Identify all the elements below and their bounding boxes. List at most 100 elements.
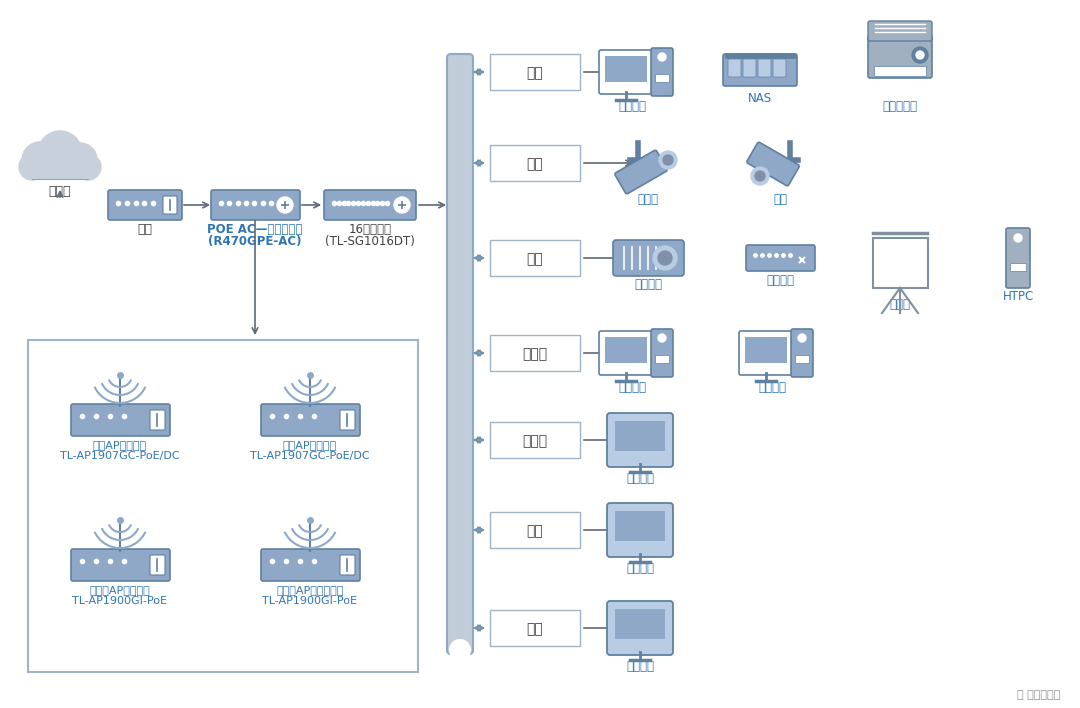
Text: 儿童电脑: 儿童电脑 (618, 381, 646, 394)
Text: 面板式AP（儿童房）: 面板式AP（儿童房） (276, 585, 343, 595)
Circle shape (63, 143, 97, 177)
Circle shape (19, 154, 45, 180)
FancyBboxPatch shape (108, 190, 183, 220)
FancyBboxPatch shape (654, 74, 669, 82)
Circle shape (751, 167, 769, 185)
Text: 吸顶AP（走廧）: 吸顶AP（走廧） (283, 440, 337, 450)
Circle shape (450, 640, 470, 660)
FancyBboxPatch shape (728, 59, 741, 77)
FancyBboxPatch shape (615, 421, 665, 451)
FancyBboxPatch shape (71, 549, 170, 581)
FancyBboxPatch shape (490, 54, 580, 90)
FancyBboxPatch shape (615, 150, 667, 194)
FancyBboxPatch shape (874, 66, 926, 76)
Text: NAS: NAS (748, 92, 772, 105)
FancyBboxPatch shape (1005, 228, 1030, 288)
Text: (TL-SG1016DT): (TL-SG1016DT) (325, 235, 415, 248)
FancyBboxPatch shape (447, 54, 473, 654)
Text: 网络电视: 网络电视 (626, 562, 654, 575)
Text: 安保: 安保 (527, 157, 543, 171)
FancyBboxPatch shape (654, 355, 669, 363)
Text: 网络电视: 网络电视 (626, 472, 654, 485)
FancyBboxPatch shape (868, 35, 932, 78)
Circle shape (916, 51, 924, 59)
Text: 儿童电脑: 儿童电脑 (758, 381, 786, 394)
FancyBboxPatch shape (725, 53, 795, 58)
Text: 光猫: 光猫 (137, 223, 152, 236)
FancyBboxPatch shape (723, 54, 797, 86)
Circle shape (22, 142, 58, 178)
FancyBboxPatch shape (490, 240, 580, 276)
Text: 书房电脑: 书房电脑 (618, 100, 646, 113)
Circle shape (75, 154, 102, 180)
FancyBboxPatch shape (739, 331, 793, 375)
Text: 儿童房: 儿童房 (523, 347, 548, 361)
FancyBboxPatch shape (747, 142, 799, 185)
Text: 老人房: 老人房 (523, 434, 548, 448)
FancyBboxPatch shape (599, 50, 653, 94)
FancyBboxPatch shape (340, 410, 355, 430)
Text: 摄像头: 摄像头 (637, 193, 659, 206)
FancyBboxPatch shape (163, 196, 177, 214)
Text: 书房: 书房 (527, 66, 543, 80)
Text: TL-AP1907GC-PoE/DC: TL-AP1907GC-PoE/DC (251, 451, 369, 461)
FancyBboxPatch shape (758, 59, 771, 77)
Circle shape (658, 251, 672, 265)
FancyBboxPatch shape (615, 511, 665, 541)
FancyBboxPatch shape (607, 601, 673, 655)
FancyBboxPatch shape (615, 609, 665, 639)
FancyBboxPatch shape (873, 238, 928, 288)
FancyBboxPatch shape (150, 410, 165, 430)
Circle shape (798, 334, 806, 342)
FancyBboxPatch shape (746, 245, 815, 271)
FancyBboxPatch shape (743, 59, 756, 77)
Circle shape (659, 151, 677, 169)
FancyBboxPatch shape (605, 337, 647, 363)
Circle shape (276, 197, 293, 213)
Text: TL-AP1900GI-PoE: TL-AP1900GI-PoE (262, 596, 357, 606)
FancyBboxPatch shape (490, 512, 580, 548)
FancyBboxPatch shape (150, 555, 165, 575)
FancyBboxPatch shape (791, 329, 813, 377)
Text: 投影件: 投影件 (890, 298, 910, 311)
FancyBboxPatch shape (28, 340, 418, 672)
FancyBboxPatch shape (490, 145, 580, 181)
FancyBboxPatch shape (261, 549, 360, 581)
Text: 値 什么値得买: 値 什么値得买 (1016, 690, 1059, 700)
FancyBboxPatch shape (261, 404, 360, 436)
FancyBboxPatch shape (607, 413, 673, 467)
Text: 16口交换机: 16口交换机 (349, 223, 391, 236)
FancyBboxPatch shape (745, 337, 787, 363)
FancyBboxPatch shape (613, 240, 684, 276)
Text: 主卧: 主卧 (527, 524, 543, 538)
FancyBboxPatch shape (324, 190, 416, 220)
Circle shape (38, 131, 82, 175)
Text: 吸顶AP（客厅）: 吸顶AP（客厅） (93, 440, 147, 450)
FancyBboxPatch shape (490, 422, 580, 458)
FancyBboxPatch shape (773, 59, 786, 77)
FancyBboxPatch shape (32, 163, 87, 179)
FancyBboxPatch shape (607, 503, 673, 557)
FancyBboxPatch shape (490, 335, 580, 371)
FancyBboxPatch shape (71, 404, 170, 436)
Text: 互联网: 互联网 (49, 185, 71, 198)
Circle shape (1014, 234, 1022, 242)
Circle shape (663, 155, 673, 165)
Circle shape (755, 171, 765, 181)
Text: 面板式AP（书房）: 面板式AP（书房） (90, 585, 150, 595)
Text: HTPC: HTPC (1002, 290, 1034, 303)
Circle shape (653, 246, 677, 270)
FancyBboxPatch shape (211, 190, 300, 220)
Text: 餐厅: 餐厅 (527, 622, 543, 636)
FancyBboxPatch shape (651, 48, 673, 96)
Text: 网络电视: 网络电视 (626, 660, 654, 673)
Circle shape (658, 334, 666, 342)
FancyBboxPatch shape (1010, 263, 1026, 271)
Text: TL-AP1900GI-PoE: TL-AP1900GI-PoE (72, 596, 167, 606)
Circle shape (912, 47, 928, 63)
Text: (R470GPE-AC): (R470GPE-AC) (208, 235, 301, 248)
Text: 电视盒子: 电视盒子 (766, 274, 794, 287)
Circle shape (394, 197, 410, 213)
FancyBboxPatch shape (651, 329, 673, 377)
Text: 网络打印机: 网络打印机 (882, 100, 918, 113)
